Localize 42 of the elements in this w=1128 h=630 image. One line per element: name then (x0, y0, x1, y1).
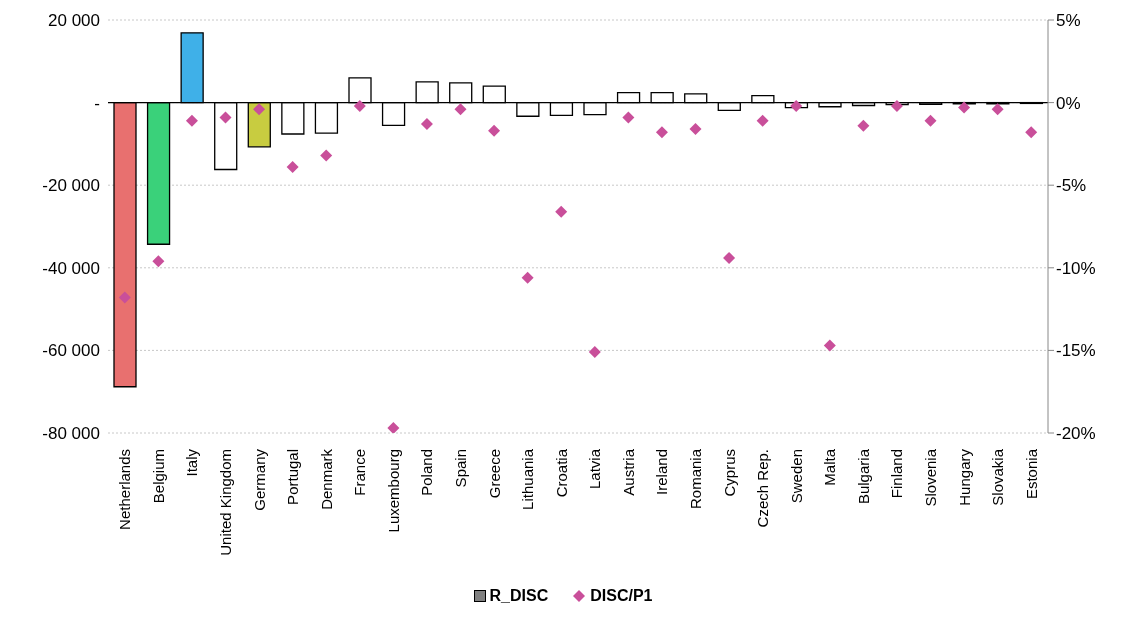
x-tick-label: Luxembourg (384, 449, 402, 533)
y-tick-label: -60 000 (42, 341, 100, 361)
x-tick-label: Czech Rep. (754, 449, 772, 528)
y2-tick-label: 5% (1056, 11, 1081, 31)
x-tick-label: Ireland (653, 449, 671, 495)
x-tick-label: Slovenia (922, 448, 939, 507)
y2-tick-label: 0% (1056, 93, 1081, 113)
x-tick-label: Denmark (317, 448, 335, 510)
x-tick-label: Greece (485, 449, 503, 499)
x-tick-label: Poland (418, 449, 436, 496)
y-tick-label: -40 000 (42, 258, 100, 278)
y-tick-label: -20 000 (42, 176, 100, 196)
legend-label: R_DISC (489, 587, 549, 605)
x-tick-label: Bulgaria (854, 448, 872, 505)
y2-tick-label: -15% (1056, 341, 1096, 361)
x-tick-label: Croatia (552, 448, 570, 498)
x-tick-label: Cyprus (720, 449, 738, 497)
x-tick-label: Germany (250, 448, 268, 511)
x-tick-label: Spain (452, 449, 469, 488)
x-tick-label: Sweden (787, 449, 805, 504)
x-tick-label: Hungary (955, 448, 973, 506)
x-tick-label: Belgium (149, 449, 167, 504)
y2-tick-label: -20% (1056, 424, 1096, 444)
y-tick-label: -80 000 (42, 424, 100, 444)
y-tick-label: 20 000 (48, 11, 100, 31)
x-tick-label: Netherlands (116, 449, 134, 530)
x-tick-label: Romania (687, 448, 704, 510)
y2-tick-label: -5% (1056, 176, 1087, 196)
y2-tick-label: -10% (1056, 258, 1096, 278)
x-tick-label: Italy (183, 448, 201, 477)
x-tick-label: Austria (619, 448, 637, 496)
x-tick-label: Malta (821, 448, 839, 486)
x-tick-label: Slovakia (989, 448, 1007, 506)
x-tick-label: United Kingdom (217, 449, 234, 556)
y-tick-label: - (94, 93, 100, 113)
x-tick-label: Lithuania (519, 448, 537, 510)
x-tick-label: Estonia (1022, 448, 1040, 500)
x-tick-label: Latvia (586, 448, 604, 490)
x-tick-label: France (351, 449, 369, 496)
legend-label: DISC/P1 (590, 587, 653, 605)
x-tick-label: Finland (888, 449, 906, 499)
x-tick-label: Portugal (284, 449, 302, 505)
